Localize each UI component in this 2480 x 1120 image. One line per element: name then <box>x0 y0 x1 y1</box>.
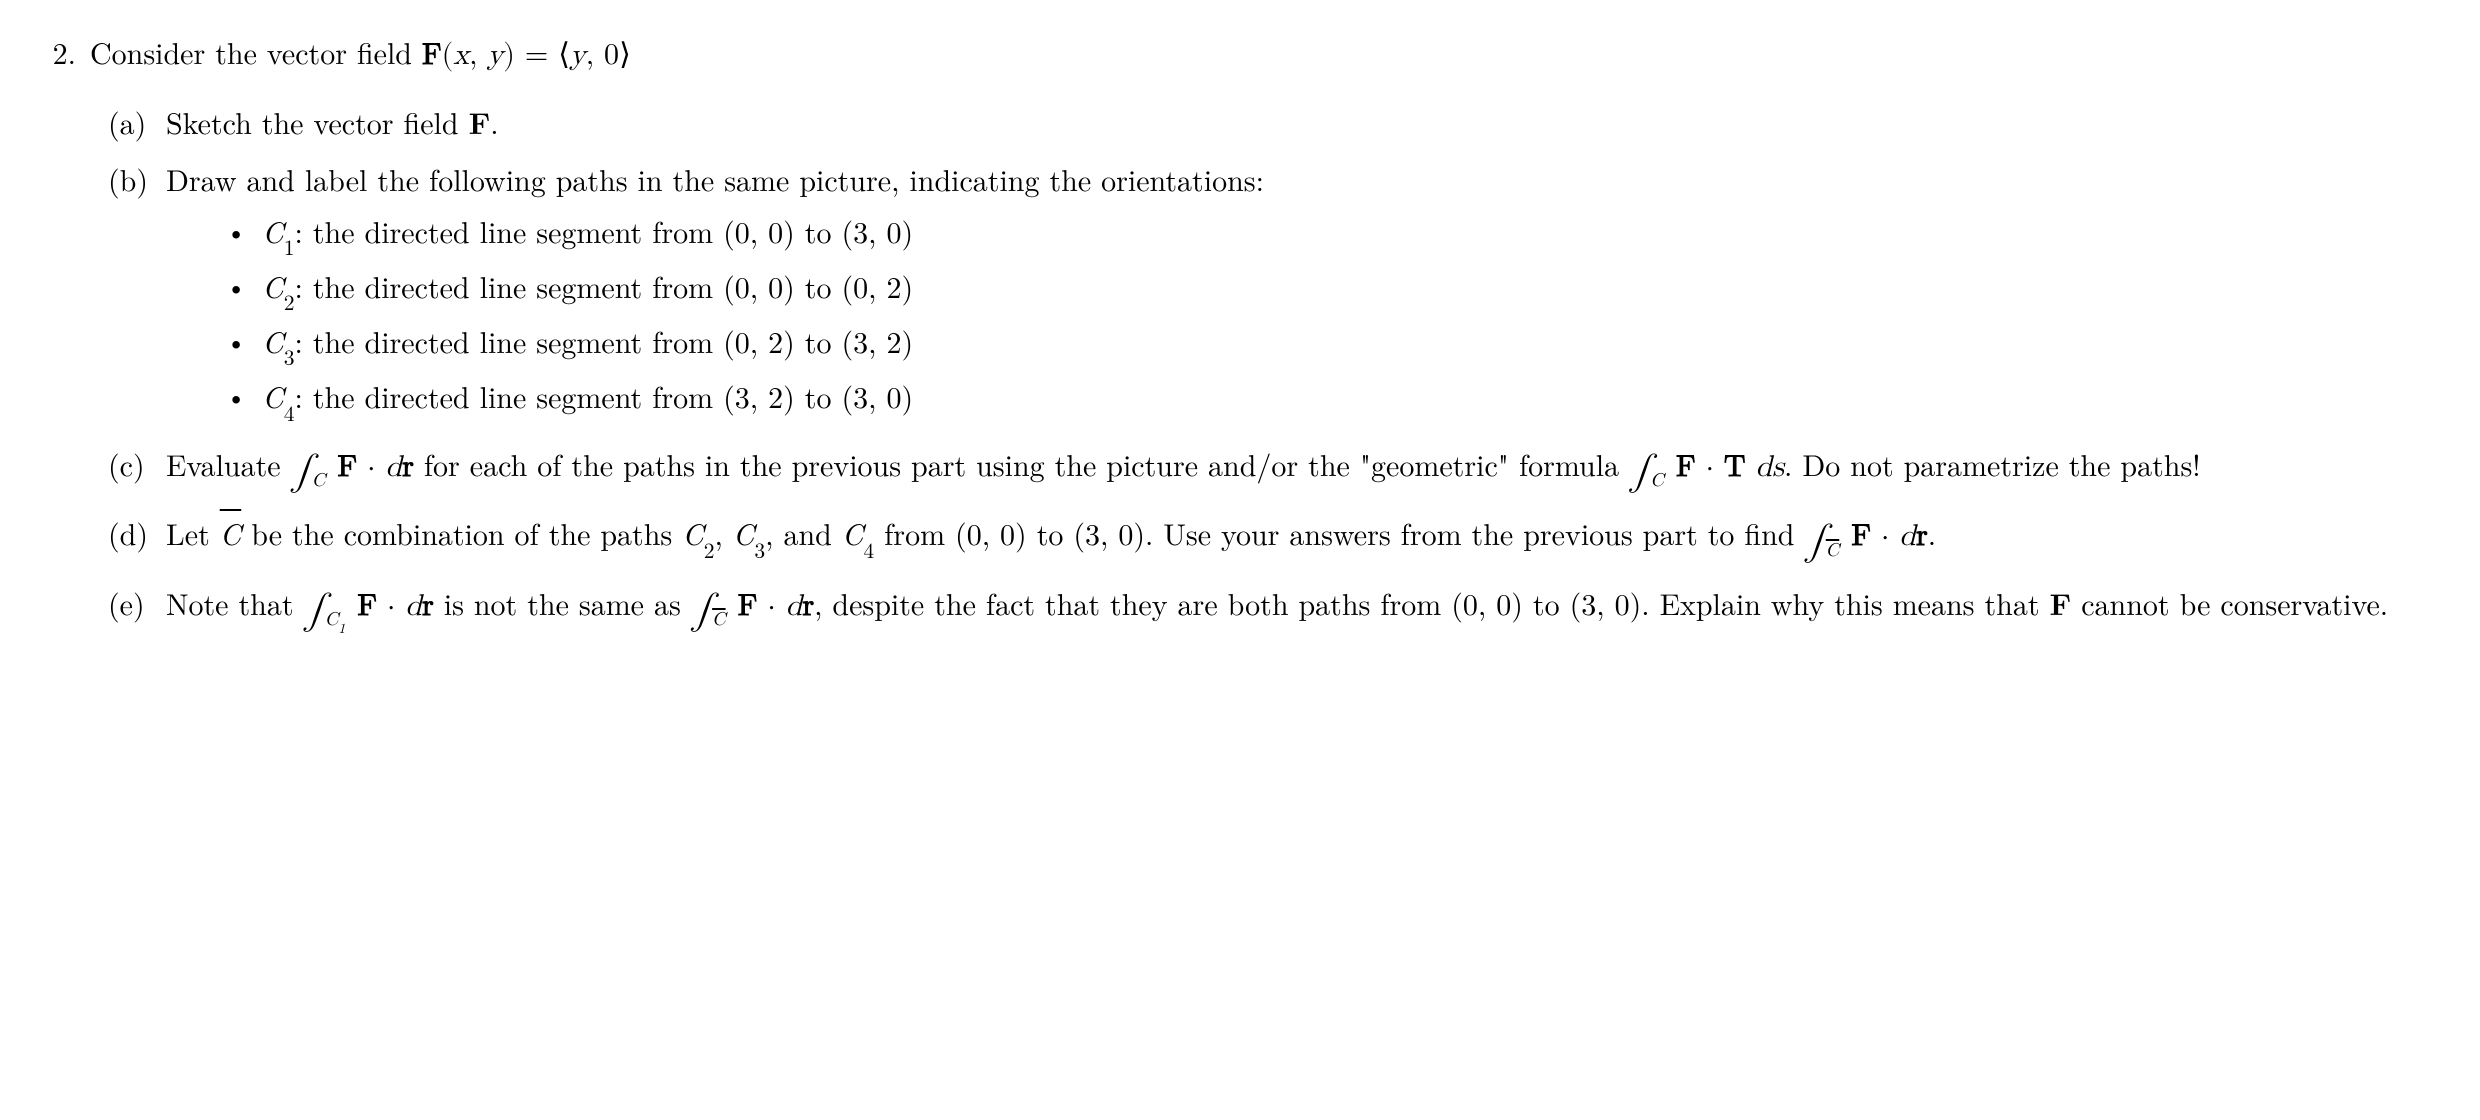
bullet-text: C1: the directed line segment from (0, 0… <box>262 209 913 258</box>
parts-list: (a) Sketch the vector field F. (b) Draw … <box>90 100 2430 637</box>
part-body: Note that ∫C1 F · dr is not the same as … <box>166 581 2430 637</box>
part-label: (b) <box>108 157 152 428</box>
integral-cbar: ∫C F · dr <box>1804 521 1927 551</box>
part-e: (e) Note that ∫C1 F · dr is not the same… <box>108 581 2430 637</box>
part-label: (c) <box>108 442 152 498</box>
part-c: (c) Evaluate ∫C F · dr for each of the p… <box>108 442 2430 498</box>
bullet-c3: • C3: the directed line segment from (0,… <box>226 319 2430 368</box>
part-a-text: Sketch the vector field <box>166 100 469 143</box>
problem-2: 2. Consider the vector field F(x, y) = ⟨… <box>40 30 2430 637</box>
bullet-text: C4: the directed line segment from (3, 2… <box>262 374 913 423</box>
c-bar: C <box>220 511 241 554</box>
part-a-suffix: . <box>490 100 498 143</box>
part-body: Sketch the vector field F. <box>166 100 2430 144</box>
part-body: Draw and label the following paths in th… <box>166 157 2430 428</box>
bullet-list: • C1: the directed line segment from (0,… <box>226 209 2430 424</box>
part-label: (d) <box>108 511 152 567</box>
part-label: (a) <box>108 100 152 144</box>
vector-F: F <box>2050 581 2072 624</box>
text: Note that <box>166 581 304 624</box>
text: is not the same as <box>434 581 691 624</box>
problem-body: Consider the vector field F(x, y) = ⟨y, … <box>90 30 2430 637</box>
integral-cbar-2: ∫C F · dr <box>691 591 814 621</box>
bullet-c4: • C4: the directed line segment from (3,… <box>226 374 2430 423</box>
part-body: Let C be the combination of the paths C2… <box>166 511 2430 567</box>
vector-F: F <box>469 100 491 143</box>
bullet-c2: • C2: the directed line segment from (0,… <box>226 264 2430 313</box>
bullet-dot-icon: • <box>226 383 246 409</box>
part-a: (a) Sketch the vector field F. <box>108 100 2430 144</box>
text: for each of the paths in the previous pa… <box>414 442 1629 485</box>
text: from (0, 0) to (3, 0). Use your answers … <box>874 511 1804 554</box>
text: , despite the fact that they are both pa… <box>814 581 2049 624</box>
stem-formula: F(x, y) = ⟨y, 0⟩ <box>422 40 631 70</box>
text: Let <box>166 511 220 554</box>
bullet-c1: • C1: the directed line segment from (0,… <box>226 209 2430 258</box>
bullet-dot-icon: • <box>226 218 246 244</box>
integral-2: ∫C F · T ds <box>1629 452 1784 482</box>
integral-c1: ∫C1 F · dr <box>304 591 434 621</box>
text: . <box>1928 511 1936 554</box>
text: . Do not parametrize the paths! <box>1784 442 2201 485</box>
bullet-dot-icon: • <box>226 328 246 354</box>
bullet-dot-icon: • <box>226 273 246 299</box>
bullet-text: C3: the directed line segment from (0, 2… <box>262 319 913 368</box>
part-label: (e) <box>108 581 152 637</box>
bullet-text: C2: the directed line segment from (0, 0… <box>262 264 913 313</box>
part-b-intro: Draw and label the following paths in th… <box>166 157 1264 200</box>
part-body: Evaluate ∫C F · dr for each of the paths… <box>166 442 2430 498</box>
part-d: (d) Let C be the combination of the path… <box>108 511 2430 567</box>
problem-number: 2. <box>40 30 76 637</box>
part-b: (b) Draw and label the following paths i… <box>108 157 2430 428</box>
integral-1: ∫C F · dr <box>291 452 414 482</box>
text: be the combination of the paths <box>241 511 682 554</box>
stem-text: Consider the vector field <box>90 30 422 73</box>
text: Evaluate <box>166 442 291 485</box>
text: cannot be conservative. <box>2071 581 2388 624</box>
